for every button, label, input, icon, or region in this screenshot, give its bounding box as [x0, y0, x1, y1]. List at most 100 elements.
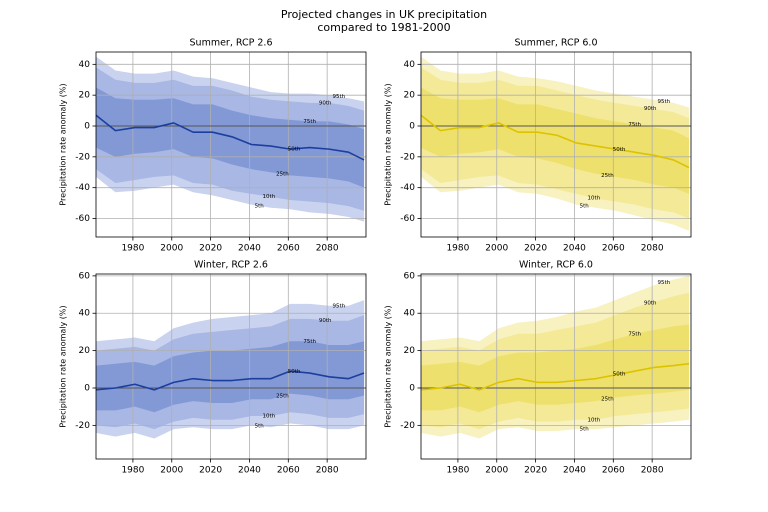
- percentile-label: 95th: [332, 303, 345, 309]
- percentile-label: 25th: [276, 172, 289, 178]
- x-tick-label: 2080: [641, 244, 664, 254]
- percentile-label: 95th: [332, 94, 345, 100]
- axes-title: Winter, RCP 2.6: [194, 260, 268, 271]
- percentile-label: 50th: [288, 369, 301, 375]
- percentile-label: 5th: [255, 203, 265, 209]
- y-tick-label: -20: [400, 152, 415, 162]
- x-tick-label: 1980: [446, 244, 469, 254]
- percentile-label: 50th: [288, 146, 301, 152]
- y-tick-label: 40: [79, 309, 91, 319]
- y-tick-label: 20: [79, 91, 91, 101]
- percentile-label: 95th: [657, 280, 670, 286]
- x-tick-label: 2080: [641, 466, 664, 476]
- y-tick-label: 0: [409, 122, 415, 132]
- plot-area: [421, 274, 691, 459]
- y-axis-label: Precipitation rate anomaly (%): [59, 83, 68, 205]
- percentile-label: 25th: [601, 396, 614, 402]
- y-tick-label: 20: [404, 91, 416, 101]
- y-tick-label: -60: [400, 214, 415, 224]
- figure-subtitle: compared to 1981-2000: [317, 21, 450, 34]
- percentile-label: 10th: [588, 195, 601, 201]
- percentile-label: 5th: [255, 424, 265, 430]
- plot-area: [96, 52, 366, 237]
- y-axis-label: Precipitation rate anomaly (%): [384, 305, 393, 427]
- x-tick-label: 2060: [602, 466, 625, 476]
- axes-title: Winter, RCP 6.0: [519, 260, 593, 271]
- x-tick-label: 2040: [563, 244, 586, 254]
- x-tick-label: 1980: [446, 466, 469, 476]
- y-tick-label: 60: [79, 271, 91, 281]
- percentile-label: 10th: [263, 414, 276, 420]
- y-tick-label: -20: [400, 421, 415, 431]
- y-tick-label: 40: [79, 60, 91, 70]
- percentile-label: 75th: [628, 331, 641, 337]
- percentile-band: [421, 324, 690, 413]
- y-tick-label: 0: [84, 383, 90, 393]
- percentile-label: 75th: [628, 122, 641, 128]
- percentile-label: 25th: [601, 173, 614, 179]
- figure-title: Projected changes in UK precipitation: [281, 8, 487, 21]
- y-tick-label: -40: [400, 183, 415, 193]
- percentile-label: 75th: [303, 339, 316, 345]
- y-tick-label: 40: [404, 60, 416, 70]
- axes-frame: [95, 273, 367, 460]
- plot-area: [421, 52, 691, 237]
- x-tick-label: 2020: [524, 244, 547, 254]
- plot-area: [96, 274, 366, 459]
- x-tick-label: 2000: [485, 466, 508, 476]
- median-line: [421, 114, 690, 169]
- percentile-label: 75th: [303, 119, 316, 125]
- x-tick-label: 2060: [277, 244, 300, 254]
- median-line: [96, 370, 365, 391]
- x-tick-label: 2000: [485, 244, 508, 254]
- x-tick-label: 2040: [563, 466, 586, 476]
- axes-frame: [420, 51, 692, 238]
- axes-title: Summer, RCP 6.0: [515, 38, 598, 49]
- y-tick-label: -20: [75, 421, 90, 431]
- x-tick-label: 2020: [199, 244, 222, 254]
- y-tick-label: 20: [404, 346, 416, 356]
- axes-title: Summer, RCP 2.6: [190, 38, 273, 49]
- x-tick-label: 2020: [524, 466, 547, 476]
- y-axis-label: Precipitation rate anomaly (%): [59, 305, 68, 427]
- x-tick-label: 2000: [160, 244, 183, 254]
- x-tick-label: 1980: [121, 244, 144, 254]
- percentile-label: 10th: [263, 194, 276, 200]
- y-tick-label: -40: [75, 183, 90, 193]
- x-tick-label: 2060: [602, 244, 625, 254]
- percentile-label: 5th: [580, 203, 590, 209]
- axes-frame: [95, 51, 367, 238]
- median-line: [96, 114, 365, 161]
- y-axis-label: Precipitation rate anomaly (%): [384, 83, 393, 205]
- percentile-label: 90th: [319, 318, 332, 324]
- percentile-label: 25th: [276, 393, 289, 399]
- x-tick-label: 1980: [121, 466, 144, 476]
- x-tick-label: 2080: [316, 244, 339, 254]
- percentile-label: 5th: [580, 427, 590, 433]
- percentile-label: 90th: [644, 301, 657, 307]
- y-tick-label: -20: [75, 152, 90, 162]
- y-tick-label: 20: [79, 346, 91, 356]
- median-line: [421, 362, 690, 391]
- y-tick-label: 0: [409, 383, 415, 393]
- percentile-band: [421, 87, 690, 194]
- percentile-label: 10th: [588, 417, 601, 423]
- percentile-band: [96, 87, 365, 188]
- percentile-label: 90th: [644, 106, 657, 112]
- x-tick-label: 2060: [277, 466, 300, 476]
- x-tick-label: 2040: [238, 244, 261, 254]
- x-tick-label: 2020: [199, 466, 222, 476]
- x-tick-label: 2000: [160, 466, 183, 476]
- percentile-label: 95th: [657, 99, 670, 105]
- percentile-band: [96, 341, 365, 413]
- y-tick-label: -60: [75, 214, 90, 224]
- x-tick-label: 2080: [316, 466, 339, 476]
- y-tick-label: 0: [84, 122, 90, 132]
- y-tick-label: 60: [404, 271, 416, 281]
- y-tick-label: 40: [404, 309, 416, 319]
- x-tick-label: 2040: [238, 466, 261, 476]
- axes-frame: [420, 273, 692, 460]
- percentile-label: 50th: [613, 147, 626, 153]
- percentile-label: 90th: [319, 100, 332, 106]
